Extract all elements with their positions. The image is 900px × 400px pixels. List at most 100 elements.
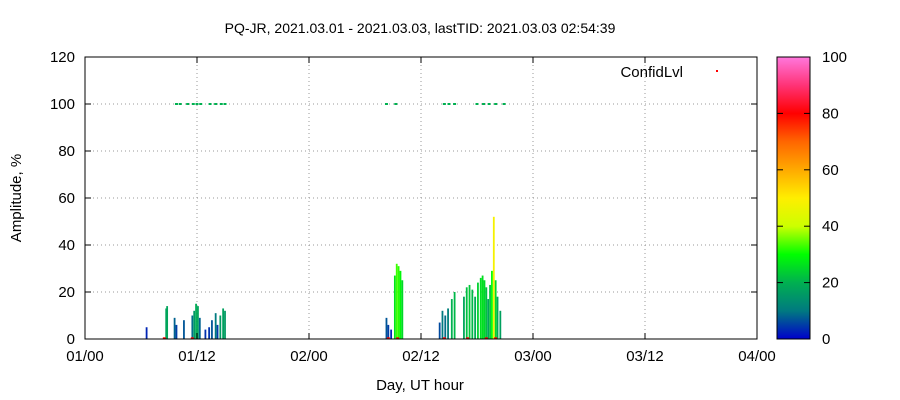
amplitude-bar: [441, 310, 444, 339]
amplitude-bar: [145, 327, 148, 339]
colorbar-tick-label: 20: [822, 275, 839, 292]
confid-point: [442, 103, 446, 105]
amplitude-bar: [444, 315, 447, 339]
amplitude-bar: [453, 292, 456, 339]
amplitude-bar: [224, 310, 226, 339]
colorbar-tick-label: 40: [822, 218, 839, 235]
amplitude-bar: [474, 296, 477, 339]
colorbar: 0 20 40 60 80 100: [776, 49, 847, 348]
amplitude-bar: [492, 216, 495, 339]
confid-point: [487, 103, 491, 105]
x-axis-label: Day, UT hour: [376, 377, 464, 394]
legend-label: ConfidLvl: [620, 64, 683, 81]
amplitude-bar: [195, 303, 197, 339]
amplitude-bar: [481, 275, 484, 339]
amplitude-bar: [487, 299, 490, 339]
amplitude-bar: [463, 296, 465, 339]
amplitude-bar: [214, 313, 217, 339]
amplitude-bar: [465, 287, 468, 339]
confid-point: [208, 103, 212, 105]
confid-point: [494, 103, 498, 105]
amplitude-bar: [395, 263, 398, 339]
y-axis-label: Amplitude, %: [8, 154, 25, 242]
x-tick-label: 04/00: [738, 348, 776, 365]
amplitude-bar: [471, 289, 474, 339]
amplitude-bar: [183, 320, 185, 339]
amplitude-bar: [204, 329, 207, 339]
amplitude-bar: [191, 315, 194, 339]
amplitude-bar: [222, 308, 225, 339]
chart-title: PQ-JR, 2021.03.01 - 2021.03.03, lastTID:…: [225, 20, 616, 36]
amplitude-bar: [166, 306, 169, 339]
confid-point: [384, 103, 388, 105]
colorbar-tick-label: 60: [822, 162, 839, 179]
confid-point: [174, 103, 178, 105]
y-tick-label: 0: [67, 331, 75, 348]
markers-layer: [162, 103, 506, 340]
amplitude-bar: [390, 329, 393, 339]
confid-point: [482, 103, 486, 105]
bars-layer: [145, 216, 502, 339]
amplitude-bar: [216, 324, 219, 339]
amplitude-bar: [385, 317, 388, 339]
amplitude-bar: [197, 306, 199, 339]
amplitude-bar: [219, 315, 222, 339]
colorbar-frame: [776, 56, 811, 340]
y-tick-label: 100: [50, 96, 75, 113]
y-tick-label: 40: [58, 237, 75, 254]
legend-marker: [716, 70, 718, 72]
confid-point: [442, 337, 446, 340]
amplitude-bar: [477, 282, 479, 339]
confid-point: [396, 337, 400, 340]
amplitude-bar: [211, 320, 213, 339]
amplitude-bar: [438, 322, 441, 339]
grid: [85, 57, 757, 339]
amplitude-bar: [173, 317, 176, 339]
amplitude-bar: [485, 287, 488, 339]
colorbar-tick-label: 100: [822, 49, 847, 66]
amplitude-bar: [208, 327, 211, 339]
confid-point: [494, 337, 498, 340]
confid-point: [475, 103, 479, 105]
amplitude-bar: [198, 317, 201, 339]
y-tick-label: 80: [58, 143, 75, 160]
amplitude-bar: [479, 277, 482, 339]
confid-point: [466, 337, 470, 340]
amplitude-bar: [496, 296, 499, 339]
amplitude-bar: [397, 266, 400, 339]
colorbar-tick-label: 0: [822, 331, 830, 348]
x-tick-label: 03/00: [514, 348, 552, 365]
amplitude-bar: [491, 270, 493, 339]
amplitude-bar: [165, 308, 168, 339]
x-tick-label: 03/12: [626, 348, 664, 365]
confid-point: [191, 103, 195, 105]
y-tick-label: 120: [50, 49, 75, 66]
amplitude-bar: [399, 270, 402, 339]
amplitude-bar: [401, 280, 404, 339]
amplitude-bar: [387, 324, 390, 339]
confid-point: [394, 103, 398, 105]
confid-point: [199, 103, 203, 105]
amplitude-bar: [468, 284, 471, 339]
confid-point: [162, 337, 166, 340]
x-tick-label: 01/00: [66, 348, 104, 365]
confid-point: [219, 103, 223, 105]
amplitude-bar: [393, 275, 396, 339]
confid-point: [484, 337, 488, 340]
y-tick-label: 60: [58, 190, 75, 207]
amplitude-bar: [450, 299, 453, 339]
amplitude-bar: [193, 310, 196, 339]
confid-point: [386, 337, 390, 340]
amplitude-bar: [175, 324, 178, 339]
y-axis-ticks: 0 20 40 60 80 100 120: [50, 49, 757, 348]
amplitude-bar: [494, 280, 497, 339]
confid-point: [186, 103, 190, 105]
colorbar-tick-label: 80: [822, 105, 839, 122]
amplitude-bar: [489, 284, 491, 339]
confid-point: [214, 103, 218, 105]
confid-point: [178, 103, 182, 105]
amplitude-bar: [483, 280, 486, 339]
confid-point: [502, 103, 506, 105]
legend: ConfidLvl: [620, 64, 718, 81]
